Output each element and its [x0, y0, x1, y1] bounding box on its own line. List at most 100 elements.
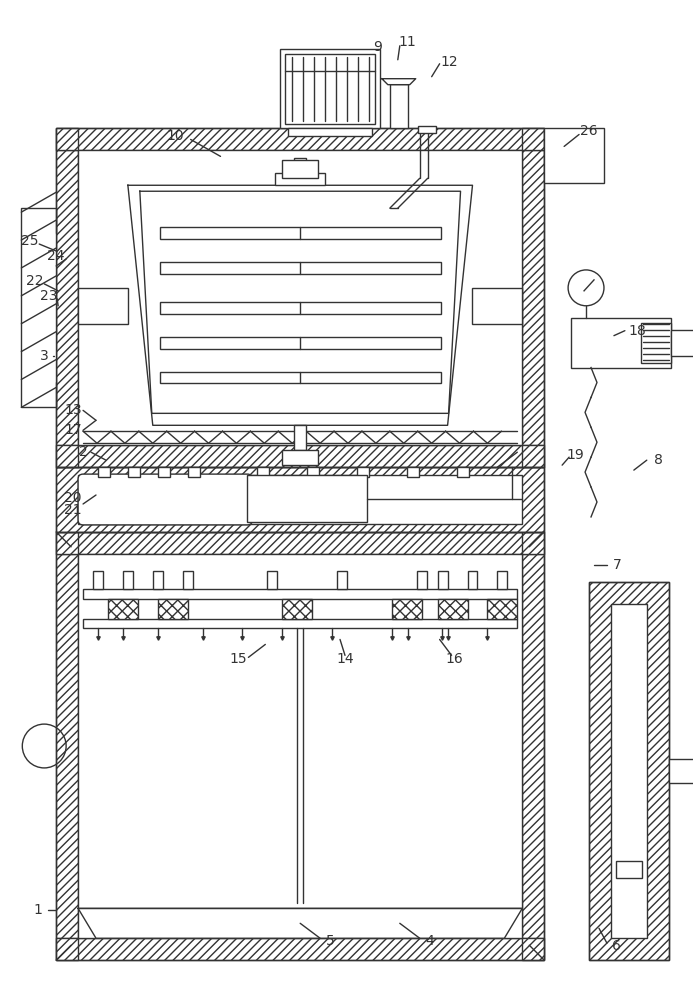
Bar	[78, 288, 128, 324]
Text: 4: 4	[425, 934, 434, 948]
Bar	[56, 532, 78, 554]
Bar	[276, 173, 325, 185]
Bar	[282, 160, 318, 178]
Bar	[158, 467, 170, 477]
Polygon shape	[139, 191, 461, 413]
Text: 15: 15	[230, 652, 247, 666]
Bar	[160, 302, 441, 314]
Bar	[128, 467, 139, 477]
Text: 2: 2	[78, 445, 87, 459]
Bar	[523, 532, 544, 554]
Bar	[56, 467, 544, 532]
Bar	[438, 571, 448, 589]
Bar	[589, 582, 669, 960]
Polygon shape	[306, 431, 334, 443]
Polygon shape	[390, 431, 418, 443]
Bar	[473, 288, 523, 324]
Bar	[669, 759, 694, 783]
Polygon shape	[251, 431, 278, 443]
FancyBboxPatch shape	[78, 474, 253, 525]
Polygon shape	[128, 185, 473, 425]
Bar	[56, 938, 544, 960]
Text: 23: 23	[40, 289, 58, 303]
Bar	[160, 262, 441, 274]
Bar	[78, 475, 523, 524]
Bar	[160, 337, 441, 349]
Bar	[616, 861, 642, 878]
Text: 13: 13	[65, 403, 82, 417]
Bar	[56, 532, 544, 960]
Bar	[93, 571, 103, 589]
Bar	[56, 128, 544, 467]
Text: 7: 7	[613, 558, 621, 572]
Bar	[282, 450, 318, 465]
Bar	[83, 619, 517, 628]
Bar	[247, 475, 367, 522]
Text: 17: 17	[65, 423, 82, 437]
Bar	[487, 599, 517, 619]
Text: 19: 19	[566, 448, 584, 462]
Bar	[153, 571, 162, 589]
Polygon shape	[167, 431, 194, 443]
Bar	[267, 571, 278, 589]
Bar	[498, 571, 507, 589]
Text: 5: 5	[325, 934, 335, 948]
Bar	[468, 571, 477, 589]
Bar	[457, 467, 468, 477]
Bar	[22, 208, 56, 407]
Bar	[56, 554, 78, 938]
Bar	[294, 158, 306, 173]
Bar	[523, 554, 544, 938]
Polygon shape	[418, 431, 446, 443]
Bar	[280, 49, 380, 128]
Bar	[288, 128, 372, 136]
Bar	[98, 467, 110, 477]
Bar	[78, 150, 523, 445]
Text: 3: 3	[40, 349, 49, 363]
Text: 20: 20	[65, 491, 82, 505]
Bar	[523, 150, 544, 445]
Bar	[523, 128, 544, 150]
Text: 6: 6	[613, 939, 621, 953]
Text: 26: 26	[580, 124, 598, 138]
Bar	[78, 554, 523, 938]
Bar	[390, 84, 408, 128]
Text: 10: 10	[167, 129, 185, 143]
Polygon shape	[362, 431, 390, 443]
Polygon shape	[83, 431, 111, 443]
Text: 22: 22	[26, 274, 43, 288]
Text: 25: 25	[21, 234, 38, 248]
Bar	[56, 128, 544, 150]
Text: 16: 16	[446, 652, 464, 666]
Bar	[160, 227, 441, 239]
Bar	[285, 54, 375, 124]
Polygon shape	[446, 431, 473, 443]
Bar	[641, 323, 670, 363]
Bar	[56, 445, 544, 467]
Bar	[589, 582, 669, 960]
Bar	[337, 571, 347, 589]
Polygon shape	[278, 431, 306, 443]
Polygon shape	[473, 431, 501, 443]
Bar	[56, 467, 544, 532]
Bar	[183, 571, 193, 589]
Polygon shape	[194, 431, 223, 443]
Bar	[523, 445, 544, 467]
Bar	[282, 599, 312, 619]
Text: 9: 9	[373, 40, 382, 54]
Bar	[407, 467, 418, 477]
Bar	[307, 467, 319, 477]
Text: 12: 12	[441, 55, 459, 69]
Bar	[56, 128, 78, 150]
Bar	[357, 467, 369, 477]
Bar	[187, 467, 200, 477]
Text: 1: 1	[34, 903, 42, 917]
Bar	[392, 599, 422, 619]
Bar	[56, 938, 78, 960]
Bar	[611, 604, 647, 938]
Text: 24: 24	[47, 249, 65, 263]
Polygon shape	[382, 79, 416, 85]
Polygon shape	[111, 431, 139, 443]
Bar	[670, 330, 694, 356]
Bar	[523, 938, 544, 960]
